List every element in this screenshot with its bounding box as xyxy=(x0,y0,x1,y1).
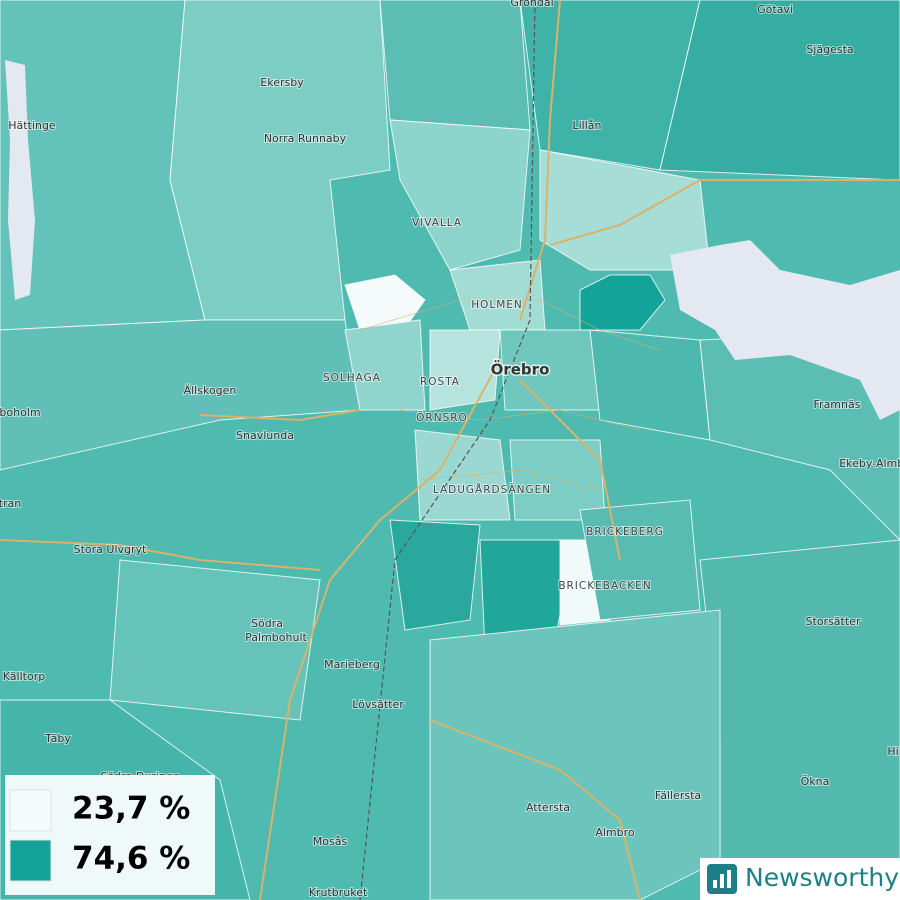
legend-swatch xyxy=(9,789,52,832)
place-label: Framnäs xyxy=(814,398,861,411)
place-label: Ällskogen xyxy=(184,384,237,397)
place-label: boholm xyxy=(0,406,41,419)
place-label: Mosås xyxy=(313,835,348,848)
place-label: Götavi xyxy=(757,3,793,16)
legend-label: 23,7 % xyxy=(72,791,190,827)
place-label: Palmbohult xyxy=(245,631,307,644)
water xyxy=(5,60,900,420)
place-label: Almbro xyxy=(595,826,635,839)
district-label: ÖRNSRO xyxy=(416,411,468,424)
place-label: Sjägesta xyxy=(806,43,853,56)
district-label: HOLMEN xyxy=(471,299,523,311)
district-labels: VIVALLA HOLMEN SOLHAGA ROSTA ÖRNSRO LADU… xyxy=(322,216,664,593)
place-label: Hi xyxy=(887,745,898,758)
place-label: Lillån xyxy=(572,119,601,132)
legend-swatch xyxy=(9,839,52,882)
district-label: ROSTA xyxy=(420,376,460,388)
brand: Newsworthy xyxy=(700,858,900,900)
legend: 23,7 % 74,6 % xyxy=(5,775,215,895)
place-label: Grondal xyxy=(510,0,553,9)
place-label: Norra Runnaby xyxy=(264,132,347,145)
place-label: Täby xyxy=(44,732,71,745)
place-label: Storsätter xyxy=(806,615,861,628)
place-label: Krutbruket xyxy=(309,886,368,899)
district-label: VIVALLA xyxy=(412,217,462,229)
city-label: Örebro xyxy=(491,360,550,379)
district-label: SOLHAGA xyxy=(323,372,381,384)
place-label: Attersta xyxy=(526,801,570,814)
place-label: Källtorp xyxy=(3,670,45,683)
place-label: Stora Ulvgryt xyxy=(74,543,147,556)
place-label: Ekersby xyxy=(260,76,304,89)
place-label: Ekeby-Almby xyxy=(839,457,900,470)
brand-name: Newsworthy xyxy=(745,863,899,892)
place-label: Snavlunda xyxy=(236,429,294,442)
place-label: Lövsätter xyxy=(352,698,404,711)
place-label: Hättinge xyxy=(8,119,56,132)
place-label: Fällersta xyxy=(655,789,701,802)
district-label: BRICKEBERG xyxy=(586,526,664,538)
place-label: Marieberg xyxy=(324,658,380,671)
district-label: LADUGÅRDSÄNGEN xyxy=(433,483,551,496)
place-label: Ökna xyxy=(801,775,830,788)
place-label: tran xyxy=(0,497,21,510)
legend-label: 74,6 % xyxy=(72,841,190,877)
place-label: Södra xyxy=(251,617,283,630)
district-label: BRICKEBACKEN xyxy=(558,580,651,592)
railway xyxy=(359,0,536,900)
